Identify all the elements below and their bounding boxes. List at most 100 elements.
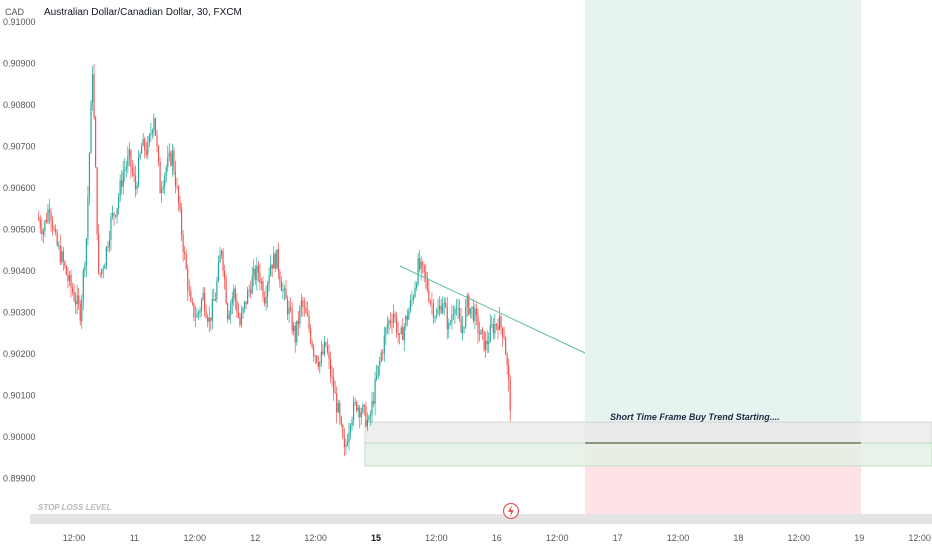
candle-down xyxy=(311,341,313,348)
candle-down xyxy=(263,297,266,304)
candle-up xyxy=(299,307,301,325)
candle-down xyxy=(343,437,345,448)
candle-up xyxy=(405,315,407,327)
candle-up xyxy=(251,275,253,294)
candle-up xyxy=(386,324,388,329)
target-zone[interactable] xyxy=(585,0,861,443)
candle-down xyxy=(509,380,511,412)
y-tick-label: 0.90100 xyxy=(3,390,36,400)
candle-down xyxy=(382,352,384,354)
candle-down xyxy=(41,228,43,235)
candle-down xyxy=(277,249,279,272)
candle-up xyxy=(360,412,362,418)
candle-up xyxy=(414,287,416,297)
price-axis[interactable]: 0.91000 0.90900 0.90800 0.90700 0.90600 0.905… xyxy=(3,17,36,483)
candle-down xyxy=(159,161,161,194)
candle-up xyxy=(399,333,401,335)
candle-up xyxy=(108,239,111,248)
candle-down xyxy=(170,152,172,166)
candle-down xyxy=(157,146,160,162)
candle-up xyxy=(270,264,272,276)
candle-up xyxy=(105,246,107,266)
candle-up xyxy=(151,130,154,134)
y-tick-label: 0.90500 xyxy=(3,224,36,234)
candle-down xyxy=(486,340,488,345)
candle-up xyxy=(455,308,458,310)
candle-down xyxy=(391,322,393,324)
candle-down xyxy=(45,220,48,222)
candle-up xyxy=(147,143,149,155)
candle-down xyxy=(325,342,327,346)
candle-up xyxy=(228,314,230,320)
candle-down xyxy=(176,186,178,187)
axis-unit-label: CAD xyxy=(5,7,25,17)
demand-zone[interactable] xyxy=(364,442,932,467)
x-tick-label: 12:00 xyxy=(667,533,690,543)
candle-up xyxy=(485,340,487,350)
candle-up xyxy=(199,309,201,313)
candle-down xyxy=(185,253,187,269)
trend-note-text: Short Time Frame Buy Trend Starting.... xyxy=(610,412,780,422)
candle-up xyxy=(471,306,473,309)
candle-up xyxy=(91,74,94,103)
candles-layer xyxy=(38,63,511,457)
candle-up xyxy=(434,317,436,318)
y-tick-label: 0.90900 xyxy=(3,58,36,68)
candle-up xyxy=(362,405,364,413)
trendline[interactable] xyxy=(399,265,586,354)
candle-down xyxy=(359,407,361,418)
event-marker[interactable] xyxy=(502,502,520,520)
candle-down xyxy=(236,300,238,313)
candle-up xyxy=(415,283,418,288)
candle-down xyxy=(317,362,319,367)
candle-up xyxy=(202,292,204,300)
candle-down xyxy=(306,313,309,316)
candle-down xyxy=(297,320,299,325)
candle-up xyxy=(268,275,270,284)
candle-down xyxy=(93,74,95,118)
candle-down xyxy=(422,261,424,266)
resistance-zone[interactable] xyxy=(364,421,932,444)
candle-up xyxy=(352,402,355,421)
candle-up xyxy=(248,289,250,291)
candle-up xyxy=(412,296,415,300)
candle-up xyxy=(136,185,138,190)
candle-up xyxy=(88,153,91,197)
candle-up xyxy=(457,308,459,310)
candle-up xyxy=(139,153,141,159)
time-axis[interactable]: 12:00 11 12:00 12 12:00 15 12:00 16 12:00 17 12:00… xyxy=(63,533,931,543)
candle-down xyxy=(446,307,448,330)
candle-down xyxy=(75,300,77,305)
time-scrollbar[interactable] xyxy=(30,514,932,524)
candle-up xyxy=(400,327,402,334)
x-tick-label: 17 xyxy=(613,533,623,543)
candle-up xyxy=(442,304,444,313)
candle-down xyxy=(191,301,193,304)
candle-down xyxy=(492,324,494,334)
candle-down xyxy=(184,252,186,254)
candle-down xyxy=(458,308,461,320)
candle-down xyxy=(98,234,100,274)
candle-down xyxy=(372,400,375,404)
candle-up xyxy=(388,320,390,325)
candle-up xyxy=(380,352,382,361)
candle-up xyxy=(451,315,453,323)
candle-up xyxy=(167,156,169,168)
candle-down xyxy=(227,303,229,320)
candle-up xyxy=(219,255,221,263)
y-tick-label: 0.90000 xyxy=(3,432,36,442)
candle-down xyxy=(177,186,180,203)
candle-down xyxy=(432,303,435,318)
candle-down xyxy=(207,317,209,323)
candle-down xyxy=(406,315,408,320)
y-tick-label: 0.90700 xyxy=(3,141,36,151)
candle-down xyxy=(483,331,485,350)
candle-down xyxy=(121,180,123,187)
candle-down xyxy=(234,288,236,301)
x-tick-label: 12:00 xyxy=(184,533,207,543)
y-tick-label: 0.90600 xyxy=(3,183,36,193)
candle-down xyxy=(205,311,207,318)
candle-up xyxy=(231,297,233,304)
candle-up xyxy=(58,245,60,246)
